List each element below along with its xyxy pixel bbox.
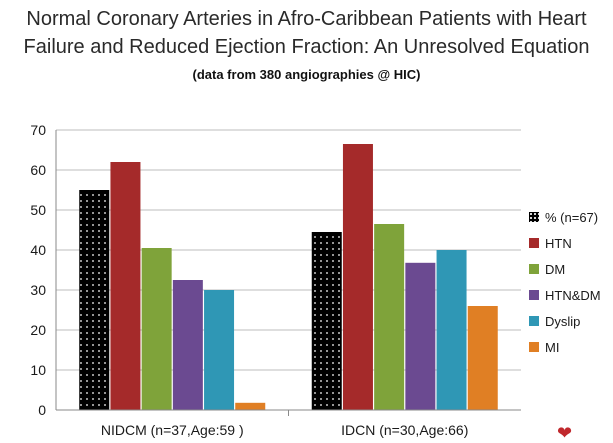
legend-label: % (n=67)	[545, 209, 599, 225]
legend-label: HTN&DM	[545, 287, 601, 303]
chart-title-line-1: Normal Coronary Arteries in Afro-Caribbe…	[26, 8, 587, 30]
y-tick-label: 60	[30, 162, 46, 178]
legend-item: MI	[529, 334, 601, 360]
y-tick-label: 0	[38, 402, 46, 418]
bar-n-67-1	[79, 190, 110, 410]
chart-title-line-2: Failure and Reduced Ejection Fraction: A…	[23, 36, 590, 58]
bar-dyslip-1	[204, 290, 235, 410]
legend-label: MI	[545, 339, 560, 355]
y-tick-label: 20	[30, 322, 46, 338]
legend-item: HTN	[529, 230, 601, 256]
bar-dm-2	[374, 224, 405, 410]
y-tick-label: 10	[30, 362, 46, 378]
legend-swatch	[529, 316, 539, 326]
x-tick-label: IDCN (n=30,Age:66)	[341, 422, 468, 438]
bar-htn-2	[342, 144, 373, 410]
x-tick-label: NIDCM (n=37,Age:59 )	[101, 422, 244, 438]
bar-mi-1	[235, 402, 266, 410]
y-tick-label: 40	[30, 242, 46, 258]
bar-n-67-2	[311, 232, 342, 410]
bar-dyslip-2	[436, 250, 467, 410]
legend-label: DM	[545, 261, 566, 277]
legend-label: HTN	[545, 235, 572, 251]
bar-htn-1	[110, 162, 141, 410]
bar-htn-dm-2	[405, 262, 436, 410]
legend-item: DM	[529, 256, 601, 282]
bar-dm-1	[141, 248, 172, 410]
y-tick-label: 70	[30, 122, 46, 138]
legend-item: % (n=67)	[529, 204, 601, 230]
chart-legend: % (n=67) HTN DM HTN&DM Dyslip MI	[529, 204, 601, 360]
legend-swatch	[529, 290, 539, 300]
chart-subtitle: (data from 380 angiographies @ HIC)	[192, 67, 421, 82]
legend-label: Dyslip	[545, 313, 581, 329]
bar-htn-dm-1	[172, 280, 203, 410]
legend-swatch	[529, 212, 539, 222]
legend-item: Dyslip	[529, 308, 601, 334]
legend-swatch	[529, 238, 539, 248]
legend-item: HTN&DM	[529, 282, 601, 308]
legend-swatch	[529, 264, 539, 274]
y-tick-label: 50	[30, 202, 46, 218]
bar-mi-2	[467, 306, 498, 410]
heart-logo-icon: ❤	[557, 423, 573, 443]
y-tick-label: 30	[30, 282, 46, 298]
legend-swatch	[529, 342, 539, 352]
